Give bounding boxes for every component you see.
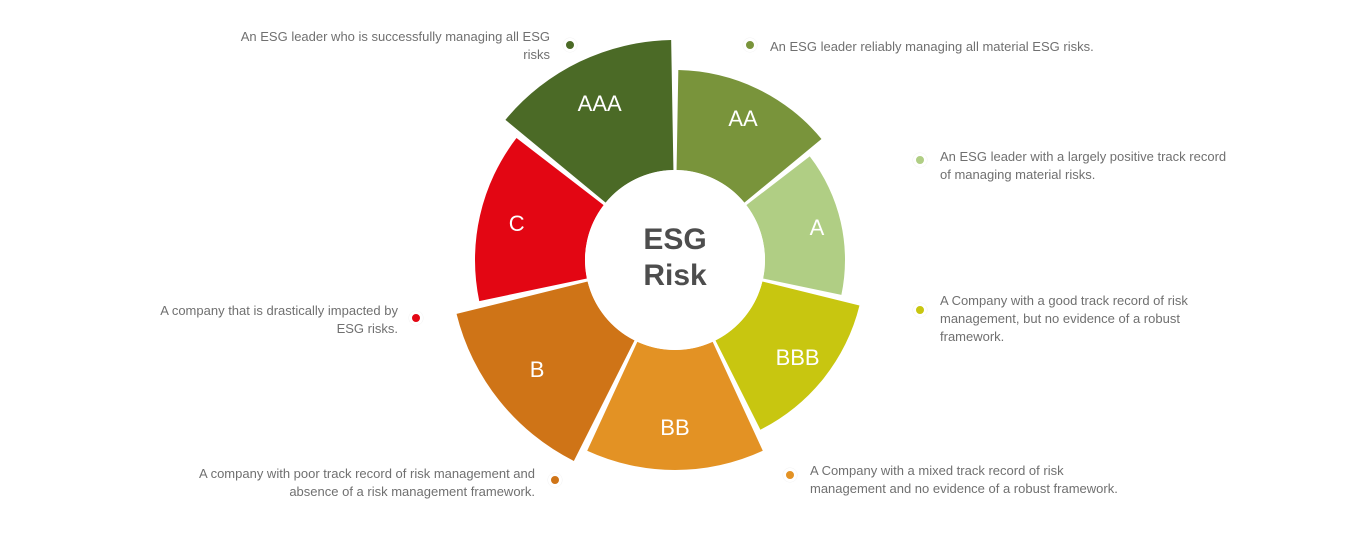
desc-aaa: An ESG leader who is successfully managi… bbox=[230, 28, 550, 64]
desc-aa: An ESG leader reliably managing all mate… bbox=[770, 38, 1100, 56]
bullet-aaa bbox=[563, 38, 577, 52]
desc-b: A company with poor track record of risk… bbox=[165, 465, 535, 501]
desc-c: A company that is drastically impacted b… bbox=[138, 302, 398, 338]
center-title: ESGRisk bbox=[595, 222, 755, 294]
center-title-line2: Risk bbox=[643, 259, 706, 292]
bullet-aa bbox=[743, 38, 757, 52]
bullet-bbb bbox=[913, 303, 927, 317]
bullet-bb bbox=[783, 468, 797, 482]
bullet-a bbox=[913, 153, 927, 167]
bullet-b bbox=[548, 473, 562, 487]
desc-bb: A Company with a mixed track record of r… bbox=[810, 462, 1140, 498]
center-title-line1: ESG bbox=[643, 223, 706, 256]
desc-bbb: A Company with a good track record of ri… bbox=[940, 292, 1200, 347]
bullet-c bbox=[409, 311, 423, 325]
desc-a: An ESG leader with a largely positive tr… bbox=[940, 148, 1240, 184]
esg-risk-radial-chart: ESGRisk AAAAn ESG leader who is successf… bbox=[0, 0, 1350, 542]
